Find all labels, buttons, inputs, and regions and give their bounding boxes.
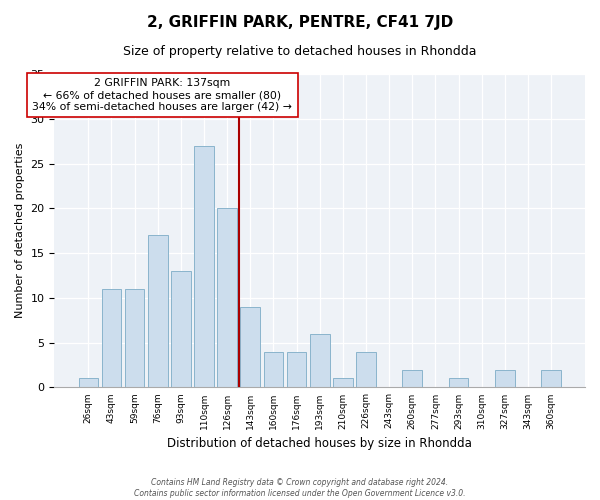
Y-axis label: Number of detached properties: Number of detached properties — [15, 143, 25, 318]
Bar — [541, 370, 561, 388]
Bar — [310, 334, 329, 388]
Text: 2 GRIFFIN PARK: 137sqm
← 66% of detached houses are smaller (80)
34% of semi-det: 2 GRIFFIN PARK: 137sqm ← 66% of detached… — [32, 78, 292, 112]
Bar — [403, 370, 422, 388]
Text: 2, GRIFFIN PARK, PENTRE, CF41 7JD: 2, GRIFFIN PARK, PENTRE, CF41 7JD — [147, 15, 453, 30]
Bar — [449, 378, 469, 388]
Bar — [194, 146, 214, 388]
Bar — [217, 208, 237, 388]
Bar — [495, 370, 515, 388]
Text: Size of property relative to detached houses in Rhondda: Size of property relative to detached ho… — [123, 45, 477, 58]
Bar — [241, 307, 260, 388]
Bar — [356, 352, 376, 388]
Bar — [101, 289, 121, 388]
Bar — [287, 352, 307, 388]
Bar — [148, 235, 167, 388]
Bar — [171, 271, 191, 388]
Bar — [263, 352, 283, 388]
X-axis label: Distribution of detached houses by size in Rhondda: Distribution of detached houses by size … — [167, 437, 472, 450]
Bar — [125, 289, 145, 388]
Text: Contains HM Land Registry data © Crown copyright and database right 2024.
Contai: Contains HM Land Registry data © Crown c… — [134, 478, 466, 498]
Bar — [79, 378, 98, 388]
Bar — [333, 378, 353, 388]
